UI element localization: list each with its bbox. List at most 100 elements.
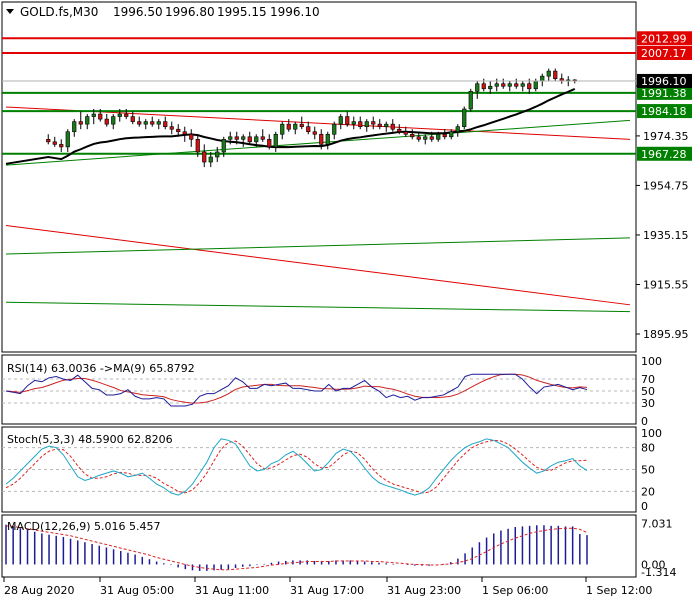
candle-body (390, 123, 395, 130)
rsi-level-label: 30 (641, 397, 655, 410)
candle-body (293, 123, 298, 130)
candle-body (65, 131, 70, 148)
stoch-signal-line (5, 439, 588, 494)
candle-body (267, 139, 272, 148)
candle-body (540, 75, 545, 82)
candle-body (299, 123, 304, 127)
stoch-level-label: 50 (641, 464, 655, 477)
trendline-1 (5, 119, 631, 166)
level-tag (637, 146, 692, 161)
candle-body (72, 121, 77, 133)
candle-body (358, 121, 363, 127)
candle-body (254, 136, 259, 143)
rsi-panel-frame (1, 354, 637, 425)
candle-body (247, 136, 252, 143)
level-tag-label: 2007.17 (641, 47, 687, 60)
candle-body (410, 133, 415, 138)
dropdown-triangle-icon[interactable] (6, 9, 14, 14)
time-axis: 28 Aug 2020 31 Aug 05:00 31 Aug 11:00 31 Au… (3, 577, 652, 597)
candle-body (176, 128, 181, 133)
candles (46, 68, 577, 168)
candle-body (228, 136, 233, 140)
rsi-signal-line (5, 373, 588, 404)
level-tag-label: 2012.99 (641, 32, 687, 45)
open-value: 1996.50 (113, 5, 163, 19)
candle-body (202, 151, 207, 163)
candle-body (325, 133, 330, 145)
candle-body (312, 131, 317, 135)
candle-body (221, 139, 226, 153)
candle-body (208, 156, 213, 163)
candle-body (494, 83, 499, 87)
candle-body (46, 139, 51, 143)
candle-body (241, 136, 246, 140)
time-tick-label: 1 Sep 06:00 (482, 584, 548, 597)
price-tick-label: 1974.35 (643, 130, 689, 143)
rsi-title: RSI(14) 63.0036 ->MA(9) 65.8792 (7, 362, 195, 375)
candle-body (527, 83, 532, 90)
price-axis: 1994.101974.351954.751935.151915.551895.… (2, 31, 692, 341)
candle-body (169, 126, 174, 130)
candle-body (397, 128, 402, 133)
rsi-level-label: 50 (641, 385, 655, 398)
symbol-label: GOLD.fs,M30 (20, 5, 98, 19)
candle-body (384, 123, 389, 127)
candle-body (501, 83, 506, 87)
stoch-level-label: 100 (641, 427, 662, 440)
horizontal-levels (2, 37, 636, 155)
candle-body (332, 123, 337, 135)
candle-body (520, 83, 525, 87)
candle-body (475, 83, 480, 92)
time-tick-label: 31 Aug 23:00 (387, 584, 461, 597)
candle-body (91, 113, 96, 117)
macd-panel: 7.031 0.00-1.314 (5, 517, 676, 579)
level-tag (637, 104, 692, 119)
candle-body (319, 133, 324, 145)
candle-body (156, 121, 161, 125)
candle-body (124, 113, 129, 117)
stoch-level-label: 0 (641, 500, 648, 513)
time-tick-label: 31 Aug 17:00 (290, 584, 364, 597)
level-tag (637, 31, 692, 46)
candle-body (462, 108, 467, 127)
time-tick-label: 31 Aug 05:00 (100, 584, 174, 597)
level-tag-label: 1967.28 (641, 148, 687, 161)
candle-body (371, 121, 376, 125)
candle-body (507, 83, 512, 87)
price-tick-label: 1935.15 (643, 229, 689, 242)
price-tick-label: 1915.55 (643, 278, 689, 291)
candle-body (468, 91, 473, 110)
candle-body (488, 85, 493, 90)
moving-average (5, 88, 576, 165)
candle-body (306, 126, 311, 133)
candle-body (150, 121, 155, 125)
candle-body (351, 121, 356, 125)
candle-body (195, 139, 200, 153)
candle-body (449, 131, 454, 138)
time-tick-label: 31 Aug 11:00 (195, 584, 269, 597)
candle-body (442, 133, 447, 138)
stoch-panel: 100 80 50 20 0 (2, 427, 662, 513)
candle-body (403, 131, 408, 135)
rsi-line (5, 373, 588, 407)
trendline-0 (5, 106, 631, 140)
high-value: 1996.80 (165, 5, 215, 19)
trendline-2 (5, 224, 631, 306)
candle-body (429, 136, 434, 140)
candle-body (423, 136, 428, 140)
candle-body (273, 133, 278, 148)
candle-body (377, 123, 382, 127)
candle-body (104, 118, 109, 125)
candle-body (182, 131, 187, 135)
candle-body (345, 116, 350, 125)
stoch-title: Stoch(5,3,3) 48.5900 62.8206 (7, 433, 173, 446)
candle-body (111, 116, 116, 125)
time-tick-label: 1 Sep 12:00 (586, 584, 652, 597)
time-tick-label: 28 Aug 2020 (4, 584, 74, 597)
candle-body (546, 70, 551, 77)
trendline-4 (5, 301, 631, 313)
candle-body (481, 83, 486, 90)
rsi-level-label: 0 (641, 415, 648, 428)
